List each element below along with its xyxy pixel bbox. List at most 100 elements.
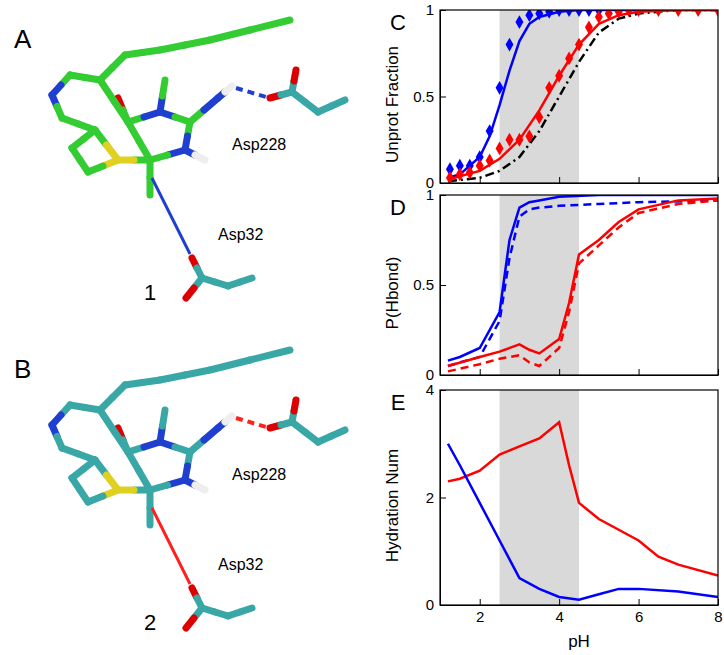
x-axis: 2 4 6 8 xyxy=(441,599,723,625)
y-tick xyxy=(440,97,446,98)
y-tick xyxy=(440,195,446,196)
series-line xyxy=(448,10,718,178)
point xyxy=(525,129,533,143)
plot-frame xyxy=(440,390,718,605)
y-tick xyxy=(440,390,446,391)
point xyxy=(694,10,702,17)
bond xyxy=(185,370,210,375)
x-tick-label: 6 xyxy=(635,608,643,625)
x-axis-line xyxy=(441,605,719,606)
point xyxy=(506,38,514,52)
point xyxy=(515,15,523,29)
shaded-region xyxy=(500,10,579,183)
series-line xyxy=(448,199,718,366)
bond xyxy=(250,350,290,360)
series-line xyxy=(448,444,718,600)
structure-panel: B 2 Asp228 Asp32 xyxy=(14,350,345,635)
residue-label: Asp32 xyxy=(218,556,263,573)
point xyxy=(515,133,523,147)
bond xyxy=(163,410,166,426)
x-tick xyxy=(639,177,640,183)
bond xyxy=(210,30,250,40)
panel-label: B xyxy=(14,354,31,384)
bond xyxy=(195,485,205,490)
chart-panel: 00.51DP(Hbond) xyxy=(383,186,719,383)
bond xyxy=(114,431,128,452)
plot-frame xyxy=(440,10,718,183)
bond xyxy=(185,40,210,45)
bond xyxy=(79,454,96,460)
y-axis: 024 xyxy=(426,381,446,613)
x-tick xyxy=(639,369,640,375)
hbond-line xyxy=(152,508,190,584)
bond xyxy=(210,360,250,370)
y-tick-label: 0.5 xyxy=(413,88,434,105)
point xyxy=(496,141,504,155)
x-tick-label: 4 xyxy=(555,608,563,625)
y-tick xyxy=(440,183,446,184)
point xyxy=(635,10,643,17)
plot-frame xyxy=(440,195,718,375)
panel-label: A xyxy=(14,24,32,54)
plot-area xyxy=(448,390,718,605)
series-line xyxy=(448,195,718,361)
point xyxy=(456,167,464,181)
residue-label: Asp228 xyxy=(232,466,286,483)
bond xyxy=(332,100,346,106)
y-tick-label: 2 xyxy=(426,489,434,506)
point xyxy=(486,154,494,168)
x-tick-label: 2 xyxy=(476,608,484,625)
panel-label: E xyxy=(391,390,406,415)
y-tick xyxy=(440,375,446,376)
x-axis xyxy=(441,369,719,376)
point xyxy=(565,52,573,66)
x-tick-label: 8 xyxy=(714,608,722,625)
point xyxy=(625,10,633,17)
y-axis: 00.51 xyxy=(413,186,446,383)
bond xyxy=(294,70,296,81)
series-line xyxy=(448,10,718,180)
x-tick xyxy=(718,369,719,375)
bond xyxy=(195,155,205,160)
shaded-region xyxy=(500,390,579,605)
point xyxy=(555,10,563,17)
point xyxy=(595,10,603,24)
x-tick xyxy=(559,177,560,183)
x-tick xyxy=(559,369,560,375)
bond xyxy=(79,124,96,130)
x-tick xyxy=(639,599,640,605)
bond xyxy=(186,618,194,628)
x-tick xyxy=(559,599,560,605)
series-line xyxy=(448,200,718,366)
bond xyxy=(250,20,290,30)
y-axis-title: Unprot Fraction xyxy=(383,46,402,163)
point xyxy=(674,10,682,17)
panel-label: D xyxy=(390,195,406,220)
point xyxy=(535,10,543,20)
y-tick-label: 0.5 xyxy=(413,276,434,293)
bond xyxy=(107,145,119,160)
point xyxy=(476,159,484,173)
point xyxy=(446,171,454,183)
bond xyxy=(225,416,232,422)
x-tick xyxy=(480,369,481,375)
y-tick-label: 0 xyxy=(426,596,434,613)
bond xyxy=(240,608,252,612)
chart-panel: 2468024EHydration NumpH xyxy=(383,381,723,651)
point xyxy=(585,10,593,17)
hbond-line xyxy=(236,418,266,427)
x-axis-line xyxy=(441,183,719,184)
hbond-line xyxy=(152,178,190,254)
figure: A1Asp228Asp32B2Asp228Asp3200.51CUnprot F… xyxy=(0,0,724,655)
y-axis-title: Hydration Num xyxy=(383,449,402,562)
point xyxy=(545,10,553,19)
point xyxy=(654,10,662,17)
y-tick xyxy=(440,498,446,499)
x-axis xyxy=(441,177,719,184)
residue-label: Asp32 xyxy=(218,226,263,243)
residue-label: Asp228 xyxy=(232,136,286,153)
point xyxy=(575,10,583,17)
point xyxy=(575,38,583,52)
point xyxy=(466,166,474,180)
compound-label: 2 xyxy=(144,610,156,635)
